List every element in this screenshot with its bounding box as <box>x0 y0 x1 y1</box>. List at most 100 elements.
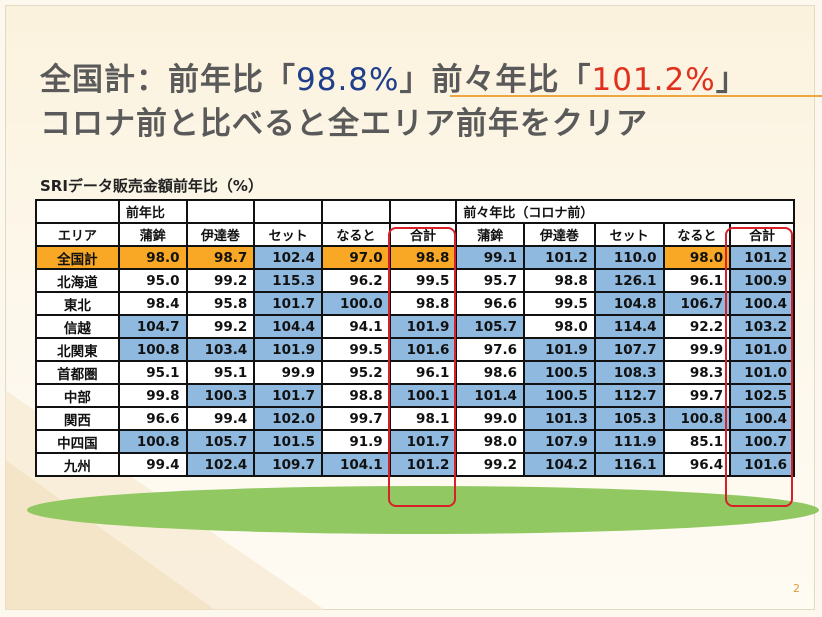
value-cell: 101.0 <box>729 360 795 385</box>
value-cell: 97.0 <box>320 245 391 270</box>
decorative-ellipse <box>27 486 819 534</box>
value-cell: 99.5 <box>523 291 596 316</box>
column-header: 蒲鉾 <box>455 222 526 247</box>
value-cell: 98.0 <box>455 429 526 454</box>
value-cell: 101.5 <box>253 429 323 454</box>
yoy-total-highlight <box>388 227 456 507</box>
table-row: 北関東 100.8 103.4 101.9 99.5 101.6 97.6 101.9 107.… <box>35 337 795 362</box>
value-cell: 95.1 <box>117 360 188 385</box>
area-cell: 信越 <box>35 314 120 339</box>
value-cell: 100.7 <box>729 429 795 454</box>
area-cell: 北海道 <box>35 268 120 293</box>
title-line-2: コロナ前と比べると全エリア前年をクリア <box>40 106 648 142</box>
value-cell: 100.8 <box>117 337 188 362</box>
group-header-two-year: 前々年比（コロナ前） <box>455 199 795 224</box>
yoy-total-value: 98.8% <box>296 62 400 98</box>
value-cell: 98.0 <box>662 245 732 270</box>
group-header-empty <box>253 199 323 224</box>
sales-yoy-table: 前年比 前々年比（コロナ前） エリア 蒲鉾 伊達巻 セット なると 合計 蒲鉾 伊達巻 セット なると… <box>35 199 795 477</box>
group-header-row: 前年比 前々年比（コロナ前） <box>35 199 795 224</box>
value-cell: 99.2 <box>185 268 256 293</box>
value-cell: 102.4 <box>185 452 256 477</box>
value-cell: 98.8 <box>523 268 596 293</box>
column-header: なると <box>320 222 391 247</box>
value-cell: 104.4 <box>253 314 323 339</box>
value-cell: 97.6 <box>455 337 526 362</box>
decorative-triangle-inner <box>5 460 215 610</box>
table-row: 九州 99.4 102.4 109.7 104.1 101.2 99.2 104.2 116.1… <box>35 452 795 477</box>
value-cell: 98.3 <box>662 360 732 385</box>
value-cell: 103.2 <box>729 314 795 339</box>
value-cell: 106.7 <box>662 291 732 316</box>
group-header-empty <box>388 199 458 224</box>
area-cell: 関西 <box>35 406 120 431</box>
value-cell: 95.0 <box>117 268 188 293</box>
value-cell: 91.9 <box>320 429 391 454</box>
value-cell: 100.3 <box>185 383 256 408</box>
value-cell: 95.7 <box>455 268 526 293</box>
value-cell: 102.0 <box>253 406 323 431</box>
value-cell: 96.6 <box>455 291 526 316</box>
value-cell: 116.1 <box>593 452 665 477</box>
value-cell: 96.6 <box>117 406 188 431</box>
value-cell: 85.1 <box>662 429 732 454</box>
value-cell: 96.1 <box>662 268 732 293</box>
title-underline <box>450 95 822 97</box>
value-cell: 99.4 <box>185 406 256 431</box>
value-cell: 96.1 <box>388 360 458 385</box>
column-header: エリア <box>35 222 120 247</box>
value-cell: 115.3 <box>253 268 323 293</box>
column-header: セット <box>253 222 323 247</box>
value-cell: 101.6 <box>388 337 458 362</box>
value-cell: 101.9 <box>388 314 458 339</box>
column-header: 伊達巻 <box>185 222 256 247</box>
column-header: 合計 <box>388 222 458 247</box>
value-cell: 101.7 <box>253 383 323 408</box>
value-cell: 103.4 <box>185 337 256 362</box>
value-cell: 112.7 <box>593 383 665 408</box>
value-cell: 98.8 <box>388 245 458 270</box>
value-cell: 99.5 <box>320 337 391 362</box>
area-cell: 首都圏 <box>35 360 120 385</box>
value-cell: 98.6 <box>455 360 526 385</box>
value-cell: 95.8 <box>185 291 256 316</box>
value-cell: 98.8 <box>320 383 391 408</box>
value-cell: 101.7 <box>253 291 323 316</box>
value-cell: 98.7 <box>185 245 256 270</box>
value-cell: 102.4 <box>253 245 323 270</box>
column-header: 蒲鉾 <box>117 222 188 247</box>
table-row: 信越 104.7 99.2 104.4 94.1 101.9 105.7 98.0 114.4 9… <box>35 314 795 339</box>
table-row: 全国計 98.0 98.7 102.4 97.0 98.8 99.1 101.2 110.0 98… <box>35 245 795 270</box>
group-header-yoy: 前年比 <box>117 199 188 224</box>
table-row: 東北 98.4 95.8 101.7 100.0 98.8 96.6 99.5 104.8 106… <box>35 291 795 316</box>
slide-title: 全国計：前年比「98.8%」前々年比「101.2%」 コロナ前と比べると全エリア… <box>40 58 780 146</box>
value-cell: 100.4 <box>729 291 795 316</box>
value-cell: 98.8 <box>388 291 458 316</box>
value-cell: 100.5 <box>523 383 596 408</box>
table-row: 関西 96.6 99.4 102.0 99.7 98.1 99.0 101.3 105.3 100… <box>35 406 795 431</box>
value-cell: 105.7 <box>455 314 526 339</box>
group-header-empty <box>35 199 120 224</box>
value-cell: 99.7 <box>320 406 391 431</box>
column-header: なると <box>662 222 732 247</box>
value-cell: 100.0 <box>320 291 391 316</box>
value-cell: 104.2 <box>523 452 596 477</box>
value-cell: 101.2 <box>729 245 795 270</box>
two-year-total-highlight <box>725 227 793 507</box>
value-cell: 96.4 <box>662 452 732 477</box>
value-cell: 126.1 <box>593 268 665 293</box>
value-cell: 99.9 <box>253 360 323 385</box>
value-cell: 109.7 <box>253 452 323 477</box>
area-cell: 全国計 <box>35 245 120 270</box>
value-cell: 98.0 <box>117 245 188 270</box>
value-cell: 99.2 <box>185 314 256 339</box>
value-cell: 101.3 <box>523 406 596 431</box>
value-cell: 105.7 <box>185 429 256 454</box>
value-cell: 99.2 <box>455 452 526 477</box>
page-number: 2 <box>793 582 800 595</box>
value-cell: 108.3 <box>593 360 665 385</box>
value-cell: 95.1 <box>185 360 256 385</box>
value-cell: 101.9 <box>253 337 323 362</box>
value-cell: 101.9 <box>523 337 596 362</box>
value-cell: 99.0 <box>455 406 526 431</box>
